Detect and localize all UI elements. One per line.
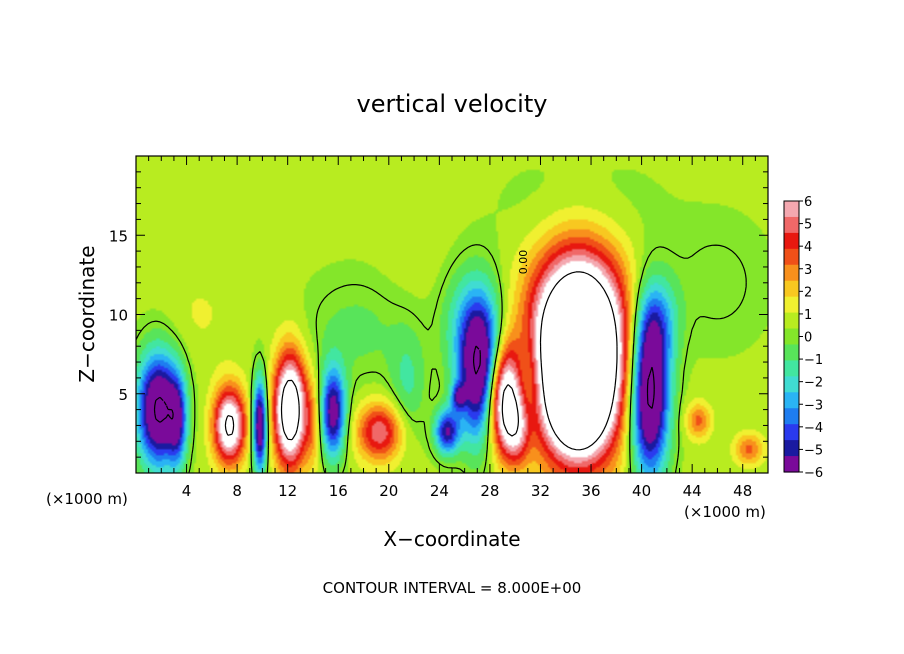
colorbar-tick-label: −2	[804, 376, 823, 391]
colorbar-swatch	[784, 360, 799, 377]
colorbar-swatch	[784, 216, 799, 234]
x-tick-label: 40	[632, 482, 651, 500]
colorbar-swatch	[784, 264, 799, 282]
plot-area	[135, 155, 769, 474]
colorbar-tick-label: −4	[804, 421, 823, 436]
y-ticks: 5 10 15	[109, 171, 768, 458]
colorbar-swatch	[784, 440, 799, 457]
colorbar-swatch	[784, 392, 799, 409]
contour-line-0	[135, 244, 747, 474]
colorbar-swatch	[784, 456, 799, 473]
chart-title: vertical velocity	[357, 90, 548, 118]
colorbar-swatch	[784, 328, 799, 346]
contour-lines	[135, 244, 747, 474]
x-tick-label: 24	[430, 482, 449, 500]
colorbar-tick-label: 1	[804, 308, 812, 323]
y-axis-label: Z−coordinate	[75, 245, 99, 382]
contour-interval-note: CONTOUR INTERVAL = 8.000E+00	[323, 579, 582, 597]
colorbar-swatch	[784, 312, 799, 330]
x-tick-label: 12	[278, 482, 297, 500]
x-tick-label: 28	[480, 482, 499, 500]
x-tick-label: 16	[329, 482, 348, 500]
colorbar-swatch	[784, 424, 799, 441]
colorbar-swatch	[784, 248, 799, 266]
colorbar-tick-label: −3	[804, 398, 823, 413]
colorbar-swatch	[784, 280, 799, 298]
x-tick-label: 4	[182, 482, 192, 500]
x-tick-label: 8	[232, 482, 242, 500]
colorbar-swatch	[784, 344, 799, 362]
colorbar-swatch	[784, 408, 799, 425]
colorbar-swatch	[784, 376, 799, 393]
x-tick-label: 20	[379, 482, 398, 500]
y-tick-label: 5	[118, 386, 128, 404]
y-tick-label: 15	[109, 227, 128, 245]
contour-line-1	[224, 271, 618, 451]
colorbar-tick-label: 2	[804, 285, 812, 300]
colorbar-swatch	[784, 201, 799, 218]
contour-line-2	[153, 345, 655, 423]
x-tick-label: 48	[733, 482, 752, 500]
x-ticks: 4 8 12 16 20 24 28 32 36 40 44 48	[148, 156, 756, 500]
colorbar-tick-label: 4	[804, 240, 812, 255]
x-tick-label: 32	[531, 482, 550, 500]
colorbar: 6 5 4 3 2 1 0 −1 −2 −3 −4 −5 −6	[783, 195, 823, 481]
colorbar-tick-label: −1	[804, 353, 823, 368]
x-unit-label: (×1000 m)	[684, 503, 766, 521]
x-axis-label: X−coordinate	[383, 527, 520, 551]
colorbar-tick-label: 6	[804, 195, 812, 210]
colorbar-tick-label: −6	[804, 466, 823, 481]
colorbar-tick-label: 5	[804, 218, 812, 233]
colorbar-swatch	[784, 296, 799, 314]
colorbar-swatch	[784, 232, 799, 250]
heatmap-field	[136, 156, 768, 473]
x-tick-label: 44	[683, 482, 702, 500]
colorbar-tick-label: 0	[804, 331, 812, 346]
contour-value-label: 0.00	[517, 250, 530, 275]
x-tick-label: 36	[581, 482, 600, 500]
colorbar-tick-label: 3	[804, 263, 812, 278]
colorbar-tick-label: −5	[804, 443, 823, 458]
y-tick-label: 10	[109, 307, 128, 325]
z-unit-label: (×1000 m)	[46, 490, 128, 508]
